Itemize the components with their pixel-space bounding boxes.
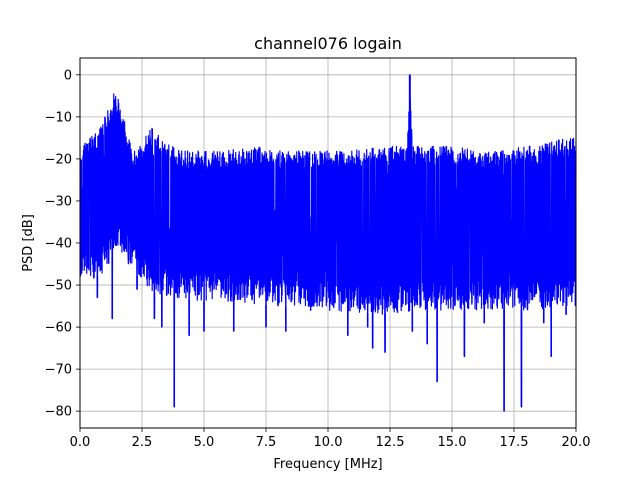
y-tick-label: −30 bbox=[45, 194, 72, 209]
y-tick-label: −70 bbox=[45, 363, 72, 378]
x-tick-label: 0.0 bbox=[70, 435, 91, 450]
y-tick-label: −60 bbox=[45, 321, 72, 336]
x-tick-label: 10.0 bbox=[314, 435, 343, 450]
x-tick-label: 20.0 bbox=[562, 435, 591, 450]
y-tick-label: −40 bbox=[45, 237, 72, 252]
y-tick-label: −20 bbox=[45, 152, 72, 167]
x-tick-label: 15.0 bbox=[438, 435, 467, 450]
y-tick-label: −80 bbox=[45, 405, 72, 420]
y-tick-label: −10 bbox=[45, 110, 72, 125]
x-tick-label: 12.5 bbox=[376, 435, 405, 450]
psd-trace bbox=[80, 74, 576, 412]
x-tick-label: 5.0 bbox=[194, 435, 215, 450]
y-tick-label: −50 bbox=[45, 279, 72, 294]
x-tick-label: 2.5 bbox=[132, 435, 153, 450]
chart-title: channel076 logain bbox=[254, 34, 402, 53]
x-tick-label: 7.5 bbox=[256, 435, 277, 450]
y-tick-label: 0 bbox=[64, 68, 72, 83]
x-tick-label: 17.5 bbox=[500, 435, 529, 450]
y-axis-label: PSD [dB] bbox=[21, 214, 36, 272]
x-axis-ticks: 0.0 2.5 5.0 7.5 10.0 12.5 15.0 17.5 20.0 bbox=[70, 428, 591, 450]
psd-series bbox=[80, 74, 576, 412]
x-axis-label: Frequency [MHz] bbox=[273, 457, 382, 472]
y-axis-ticks: 0 −10 −20 −30 −40 −50 −60 −70 −80 bbox=[45, 68, 80, 420]
